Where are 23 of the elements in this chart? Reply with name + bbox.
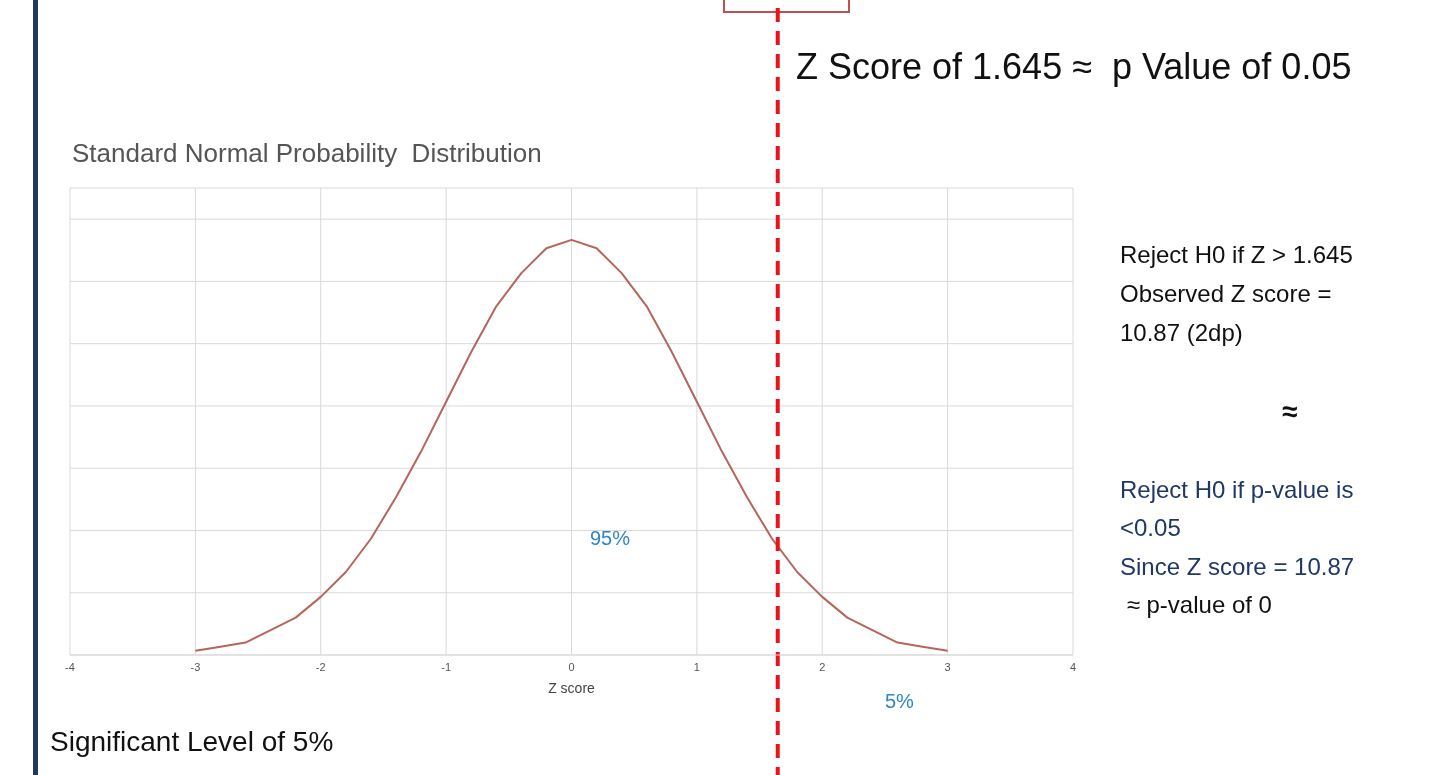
chart-title: Standard Normal Probability Distribution: [72, 138, 542, 169]
text: ≈: [1282, 396, 1298, 428]
text: Reject H0 if Z > 1.645: [1120, 241, 1353, 269]
x-tick-label: -2: [315, 660, 326, 673]
text: Z Score of 1.645 ≈ p Value of 0.05: [796, 46, 1352, 88]
x-tick-label: -1: [441, 660, 452, 673]
text: 10.87 (2dp): [1120, 319, 1243, 347]
x-tick-label: 1: [693, 660, 700, 673]
x-tick-label: 4: [1069, 660, 1077, 673]
text: Observed Z score =: [1120, 280, 1332, 308]
text: 5%: [885, 690, 914, 713]
text: ≈ p-value of 0: [1125, 591, 1272, 619]
text: Since Z score = 10.87: [1120, 553, 1355, 581]
text: Reject H0 if p-value is: [1120, 476, 1354, 504]
text: <0.05: [1120, 514, 1181, 542]
x-tick-label: -3: [190, 660, 201, 673]
x-tick-label: -4: [65, 660, 75, 673]
annotation: 95%: [590, 527, 631, 550]
x-axis-title: Z score: [548, 680, 596, 696]
x-tick-label: 2: [819, 660, 826, 673]
x-tick-label: 0: [568, 660, 575, 673]
x-tick-label: 3: [944, 660, 951, 673]
text: Significant Level of 5%: [50, 726, 334, 758]
